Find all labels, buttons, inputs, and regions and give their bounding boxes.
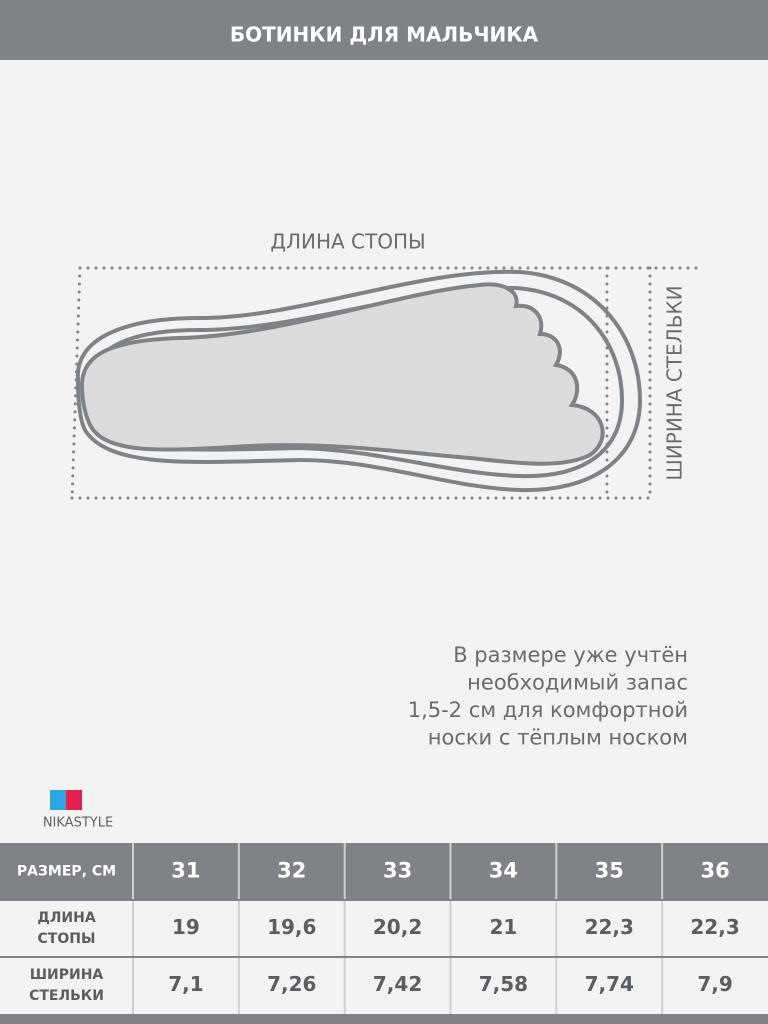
note-line: 1,5-2 см для комфортной: [408, 698, 688, 722]
note-line: В размере уже учтён: [453, 643, 688, 667]
note: В размере уже учтён необходимый запас 1,5-…: [408, 643, 688, 750]
table-header-cell: 35: [595, 859, 624, 883]
table-header-bg: [0, 843, 768, 900]
table-cell: 19: [172, 915, 200, 939]
table-cell: 19,6: [267, 915, 316, 939]
row-label: СТОПЫ: [38, 931, 96, 947]
logo-left: [50, 790, 66, 810]
brand-name: NIKASTYLE: [43, 816, 113, 831]
dotted-guide: [70, 266, 82, 500]
size-table: РАЗМЕР, СМ 31 32 33 34 35 36 ДЛИНА СТОПЫ 19 19,6 20…: [0, 843, 768, 1024]
table-cell: 7,42: [373, 972, 422, 996]
header-title: БОТИНКИ ДЛЯ МАЛЬЧИКА: [230, 23, 539, 47]
table-header-cell: 36: [700, 859, 729, 883]
table-header-cell: 31: [171, 859, 200, 883]
table-cell: 7,74: [585, 972, 634, 996]
header-bar: [0, 0, 768, 60]
row-label: ДЛИНА: [37, 910, 96, 926]
table-header-cell: 32: [277, 859, 306, 883]
length-label: ДЛИНА СТОПЫ: [270, 230, 425, 254]
table-cell: 7,9: [697, 972, 732, 996]
insole-diagram: ДЛИНА СТОПЫ ШИРИНА СТЕЛЬКИ: [70, 230, 702, 500]
logo-right: [66, 790, 82, 810]
table-cell: 7,58: [479, 972, 528, 996]
foot-shape: [79, 282, 605, 466]
table-cell: 21: [489, 915, 517, 939]
table-footer-bar: [0, 1014, 768, 1024]
table-cell: 22,3: [585, 915, 634, 939]
table-cell: 7,1: [168, 972, 203, 996]
insole-outer: [75, 269, 643, 493]
table-header-cell: 34: [489, 859, 518, 883]
note-line: необходимый запас: [467, 671, 688, 695]
brand-logo: NIKASTYLE: [43, 790, 113, 831]
row-label: СТЕЛЬКИ: [29, 988, 104, 1004]
note-line: носки с тёплым носком: [428, 726, 688, 750]
table-cell: 22,3: [690, 915, 739, 939]
table-cell: 20,2: [373, 915, 422, 939]
row-label: ШИРИНА: [30, 967, 104, 983]
table-header-cell: 33: [383, 859, 412, 883]
width-label: ШИРИНА СТЕЛЬКИ: [663, 285, 687, 480]
table-cell: 7,26: [267, 972, 316, 996]
table-header-cell: РАЗМЕР, СМ: [17, 864, 116, 880]
